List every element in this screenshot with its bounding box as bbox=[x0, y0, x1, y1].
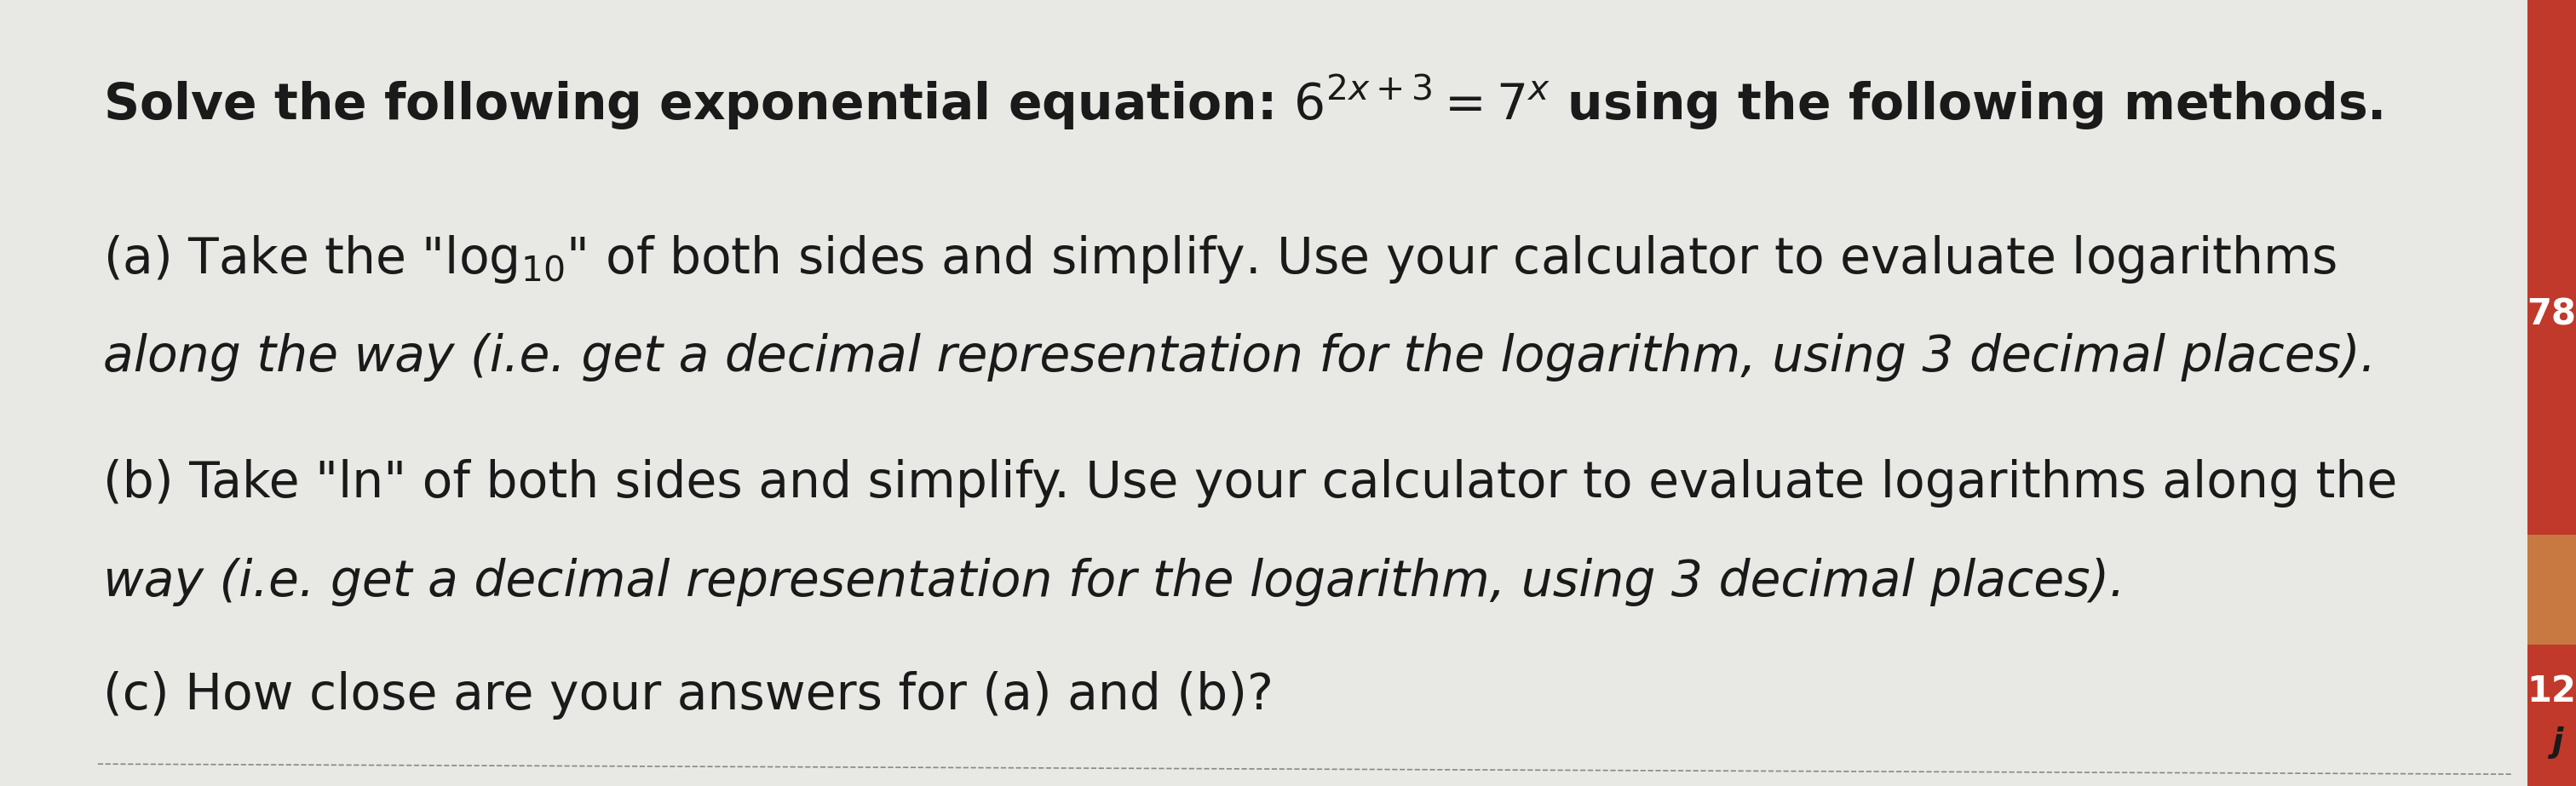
Text: way (i.e. get a decimal representation for the logarithm, using 3 decimal places: way (i.e. get a decimal representation f… bbox=[103, 557, 2125, 606]
Text: (a) Take the "log$_{10}$" of both sides and simplify. Use your calculator to eva: (a) Take the "log$_{10}$" of both sides … bbox=[103, 233, 2336, 285]
Text: j: j bbox=[2553, 726, 2563, 759]
Text: 78: 78 bbox=[2527, 296, 2576, 332]
Text: (c) How close are your answers for (a) and (b)?: (c) How close are your answers for (a) a… bbox=[103, 671, 1273, 720]
Text: (b) Take "ln" of both sides and simplify. Use your calculator to evaluate logari: (b) Take "ln" of both sides and simplify… bbox=[103, 459, 2398, 508]
Bar bbox=[2527, 534, 2576, 645]
Bar bbox=[2527, 0, 2576, 534]
Text: Solve the following exponential equation: $6^{2x+3} = 7^x$ using the following m: Solve the following exponential equation… bbox=[103, 73, 2383, 131]
Text: along the way (i.e. get a decimal representation for the logarithm, using 3 deci: along the way (i.e. get a decimal repres… bbox=[103, 333, 2375, 382]
Text: 12: 12 bbox=[2527, 674, 2576, 710]
Bar bbox=[2527, 645, 2576, 786]
